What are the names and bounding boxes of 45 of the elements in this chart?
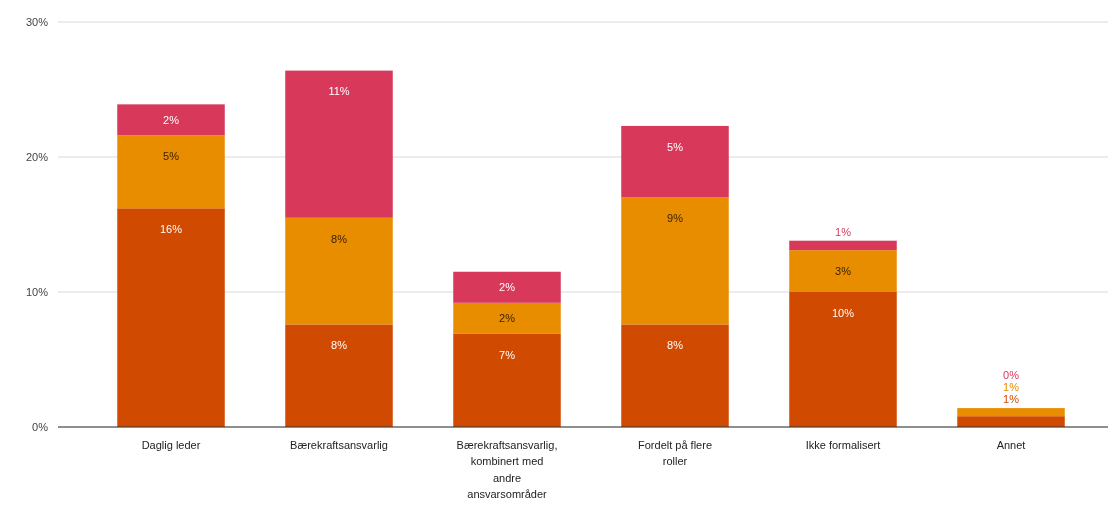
x-tick-label: Bærekraftsansvarlig, kombinert med andre ansvarsområder xyxy=(456,438,558,501)
bar xyxy=(621,197,729,325)
y-tick-label: 10% xyxy=(25,286,49,299)
x-tick-label: Bærekraftsansvarlig xyxy=(290,438,388,451)
bar xyxy=(789,240,897,251)
data-label: 0% xyxy=(1003,368,1020,381)
data-label: 1% xyxy=(1003,380,1020,393)
data-label: 11% xyxy=(328,85,350,98)
bar xyxy=(117,104,225,136)
x-tick-label: Daglig leder xyxy=(141,438,201,451)
y-tick-label: 20% xyxy=(25,151,49,164)
data-label: 8% xyxy=(331,339,348,352)
bar xyxy=(117,135,225,209)
bar xyxy=(621,324,729,427)
x-tick-label: Annet xyxy=(996,438,1026,451)
y-tick-label: 30% xyxy=(25,16,49,29)
bar xyxy=(285,217,393,325)
bar xyxy=(117,208,225,427)
bar xyxy=(621,125,729,198)
data-label: 7% xyxy=(499,348,516,361)
bar xyxy=(957,416,1065,427)
data-label: 2% xyxy=(499,312,516,325)
bar xyxy=(789,292,897,427)
data-label: 8% xyxy=(667,339,684,352)
data-label: 10% xyxy=(831,306,855,319)
data-label: 1% xyxy=(835,225,852,238)
data-label: 8% xyxy=(331,232,348,245)
bar xyxy=(957,408,1065,417)
bar xyxy=(453,271,561,303)
bar xyxy=(285,324,393,427)
data-label: 16% xyxy=(159,223,183,236)
data-label: 2% xyxy=(499,281,516,294)
bar xyxy=(453,302,561,334)
data-label: 5% xyxy=(163,150,180,163)
data-label: 5% xyxy=(667,140,684,153)
data-label: 9% xyxy=(667,212,684,225)
x-tick-label: Ikke formalisert xyxy=(805,438,881,451)
data-label: 1% xyxy=(1003,392,1020,405)
bar xyxy=(453,333,561,427)
y-tick-label: 0% xyxy=(32,421,49,434)
data-label: 3% xyxy=(835,264,852,277)
bar xyxy=(789,250,897,292)
x-tick-label: Fordelt på flere roller xyxy=(638,438,712,468)
bar xyxy=(285,70,393,218)
data-label: 2% xyxy=(163,113,180,126)
